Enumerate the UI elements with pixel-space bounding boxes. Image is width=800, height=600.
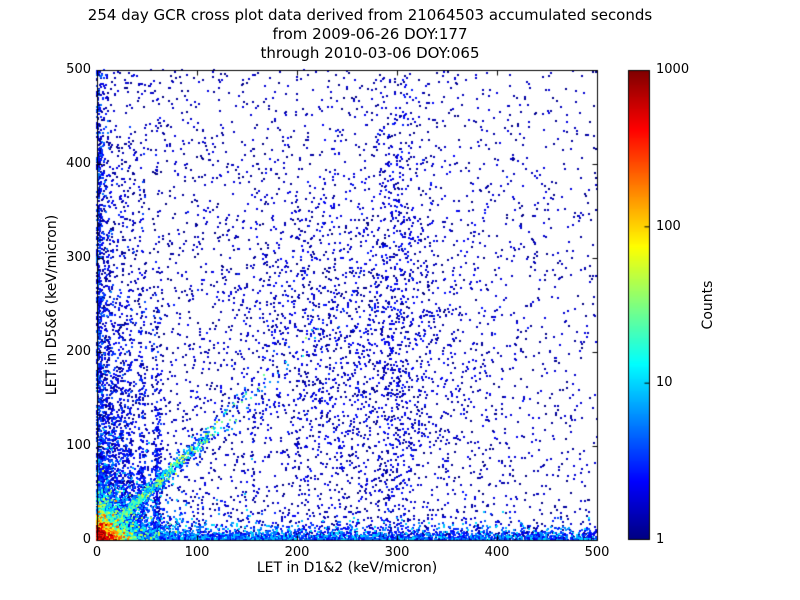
y-tick-label: 400 — [66, 156, 91, 171]
x-tick-label: 0 — [92, 545, 102, 560]
y-tick-label: 0 — [82, 532, 91, 547]
y-tick-label: 200 — [66, 344, 91, 359]
x-axis-label: LET in D1&2 (keV/micron) — [256, 560, 438, 576]
x-tick-label: 100 — [184, 545, 210, 560]
colorbar-label: Counts — [700, 280, 716, 330]
y-axis-label: LET in D5&6 (keV/micron) — [44, 214, 60, 396]
x-tick-label: 200 — [284, 545, 310, 560]
title-line-1: 254 day GCR cross plot data derived from… — [87, 6, 653, 24]
title-line-2: from 2009-06-26 DOY:177 — [272, 25, 468, 43]
colorbar-tick-label: 10 — [656, 375, 673, 391]
colorbar-tick-label: 100 — [656, 218, 681, 234]
chart-title: 254 day GCR cross plot data derived from… — [0, 6, 740, 63]
colorbar-tick-label: 1000 — [656, 62, 690, 77]
x-tick-label: 500 — [584, 545, 610, 560]
title-line-3: through 2010-03-06 DOY:065 — [260, 44, 480, 62]
y-tick-label: 300 — [66, 250, 91, 265]
y-tick-label: 100 — [66, 438, 91, 453]
colorbar-tick-label: 1 — [656, 532, 665, 547]
y-tick-label: 500 — [66, 62, 91, 77]
x-tick-label: 400 — [484, 545, 510, 560]
x-tick-label: 300 — [384, 545, 410, 560]
